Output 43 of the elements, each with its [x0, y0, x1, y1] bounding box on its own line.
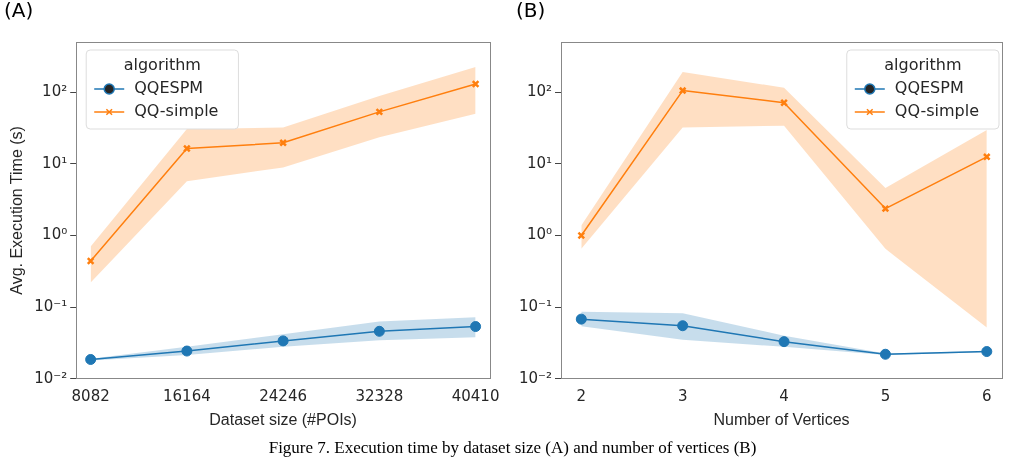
point [575, 313, 587, 325]
point [981, 346, 993, 358]
point [373, 325, 385, 337]
legend-label: QQESPM [134, 78, 204, 98]
y-tick-label: 10⁰ [526, 225, 553, 244]
x-axis-title: Dataset size (#POIs) [209, 410, 357, 428]
y-tick-label: 10⁻¹ [518, 297, 553, 316]
legend-label: QQESPM [894, 78, 964, 98]
legend-title: algorithm [884, 55, 962, 75]
y-tick-label: 10² [42, 81, 68, 100]
point [470, 321, 482, 333]
legend-title: algorithm [123, 55, 201, 75]
chart-title: (A) [4, 0, 34, 23]
x-axis-title: Number of Vertices [713, 410, 850, 428]
x-tick-label: 3 [677, 386, 688, 405]
y-tick-label: 10⁰ [42, 225, 68, 244]
point [85, 353, 97, 365]
x-tick-label: 6 [982, 386, 992, 405]
x-tick-label: 5 [880, 386, 891, 405]
y-tick-label: 10¹ [526, 153, 553, 172]
chart-title: (B) [516, 0, 546, 23]
x-tick-label: 32328 [355, 386, 404, 405]
y-tick-label: 10¹ [42, 153, 68, 172]
caption: Figure 7. Execution time by dataset size (A) and number of vertices (B) [267, 438, 758, 458]
x-tick-label: 4 [779, 386, 789, 405]
x-tick-label: 40410 [451, 386, 500, 405]
x-tick-label: 16164 [163, 386, 211, 405]
point [182, 144, 191, 153]
y-tick-label: 10² [526, 81, 553, 100]
x-tick-label: 8082 [71, 386, 110, 405]
y-axis-title: Avg. Execution Time (s) [8, 126, 26, 295]
point [277, 335, 289, 347]
point [778, 336, 790, 348]
legend-label: QQ-simple [134, 101, 219, 121]
y-tick-label: 10⁻² [34, 368, 68, 387]
point [181, 345, 193, 357]
point [879, 348, 891, 360]
legend-label: QQ-simple [894, 101, 979, 121]
x-tick-label: 2 [576, 386, 587, 405]
y-tick-label: 10⁻² [518, 368, 553, 387]
x-tick-label: 24246 [259, 386, 307, 405]
y-tick-label: 10⁻¹ [34, 297, 68, 316]
point [677, 320, 689, 332]
